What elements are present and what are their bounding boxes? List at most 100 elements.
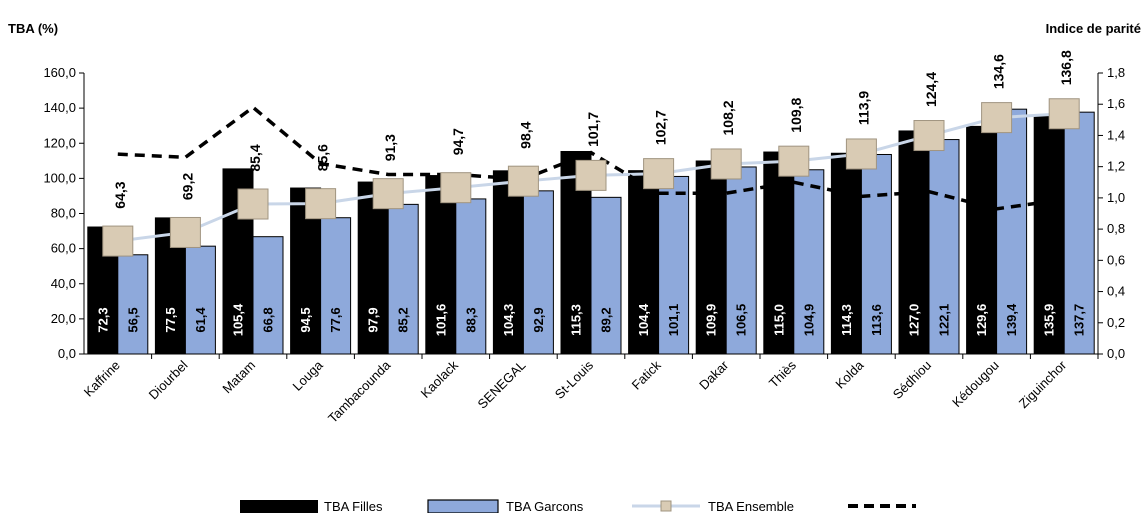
marker-ensemble bbox=[507, 165, 539, 197]
marker-ensemble bbox=[440, 172, 472, 204]
data-label-garcons: 77,6 bbox=[328, 307, 343, 332]
data-label-filles: 129,6 bbox=[974, 304, 989, 337]
y2-tick-label: 1,0 bbox=[1107, 190, 1125, 205]
y-tick-label: 160,0 bbox=[43, 65, 76, 80]
legend-swatch-filles bbox=[240, 500, 318, 513]
data-label-garcons: 56,5 bbox=[125, 307, 140, 332]
data-label-ensemble: 113,9 bbox=[855, 91, 871, 125]
bar-garcons bbox=[387, 203, 419, 355]
y2-tick-label: 1,4 bbox=[1107, 127, 1125, 142]
data-label-garcons: 88,3 bbox=[463, 307, 478, 332]
data-label-filles: 94,5 bbox=[298, 307, 313, 332]
y-tick-label: 140,0 bbox=[43, 100, 76, 115]
bar-filles bbox=[492, 170, 524, 355]
category-label: Kédougou bbox=[949, 358, 1002, 411]
category-label: Thiès bbox=[766, 357, 799, 390]
bar-garcons bbox=[590, 196, 622, 355]
bar-garcons bbox=[117, 254, 149, 355]
data-label-ensemble: 94,7 bbox=[450, 128, 466, 155]
marker-ensemble bbox=[710, 148, 742, 180]
y2-tick-label: 1,6 bbox=[1107, 96, 1125, 111]
data-label-ensemble: 69,2 bbox=[179, 173, 195, 200]
data-label-ensemble: 91,3 bbox=[382, 134, 398, 161]
marker-ensemble bbox=[575, 159, 607, 191]
line-parity-index bbox=[117, 105, 1065, 211]
marker-ensemble bbox=[845, 138, 877, 170]
marker-ensemble bbox=[372, 178, 404, 210]
bar-garcons bbox=[996, 108, 1028, 355]
data-label-garcons: 137,7 bbox=[1072, 304, 1087, 337]
data-label-garcons: 61,4 bbox=[193, 307, 208, 333]
bar-filles bbox=[425, 175, 457, 355]
category-label: Matam bbox=[219, 358, 258, 397]
bar-garcons bbox=[928, 139, 960, 355]
y-tick-label: 80,0 bbox=[51, 206, 76, 221]
bar-filles bbox=[830, 152, 862, 355]
marker-ensemble bbox=[169, 216, 201, 248]
data-label-ensemble: 136,8 bbox=[1058, 50, 1074, 85]
bar-garcons bbox=[320, 217, 352, 355]
marker-ensemble bbox=[305, 188, 337, 220]
data-label-ensemble: 102,7 bbox=[653, 110, 669, 145]
category-label: Sédhiou bbox=[890, 358, 934, 402]
data-label-ensemble: 85,4 bbox=[247, 144, 263, 171]
plot-area: 0,0 20,0 40,0 60,0 80,0 100,0 120,0 140,0 160,0 0… bbox=[43, 50, 1125, 426]
marker-ensemble bbox=[778, 145, 810, 177]
data-label-ensemble: 134,6 bbox=[991, 54, 1007, 89]
data-label-filles: 109,9 bbox=[704, 304, 719, 337]
bar-garcons bbox=[793, 169, 825, 355]
data-label-garcons: 66,8 bbox=[261, 307, 276, 332]
data-label-garcons: 139,4 bbox=[1004, 303, 1019, 336]
legend: TBA Filles TBA Garcons TBA Ensemble bbox=[240, 499, 916, 513]
category-label: Fatick bbox=[629, 357, 664, 392]
bar-garcons bbox=[1063, 111, 1095, 355]
category-label: St-Louis bbox=[552, 357, 597, 402]
category-label: Kaffrine bbox=[81, 358, 123, 400]
bar-garcons bbox=[252, 236, 284, 355]
bar-filles bbox=[966, 125, 998, 355]
data-label-ensemble: 101,7 bbox=[585, 112, 601, 147]
y2-axis-title: Indice de parité bbox=[1046, 21, 1141, 36]
bar-filles bbox=[628, 170, 660, 355]
data-label-ensemble: 64,3 bbox=[112, 181, 128, 208]
data-label-filles: 77,5 bbox=[163, 307, 178, 332]
category-label: Louga bbox=[290, 357, 327, 394]
y2-tick-label: 0,6 bbox=[1107, 252, 1125, 267]
data-label-filles: 105,4 bbox=[231, 303, 246, 336]
category-label: Ziguinchor bbox=[1016, 357, 1070, 411]
data-label-filles: 72,3 bbox=[95, 307, 110, 332]
category-label: Kolda bbox=[832, 357, 867, 392]
data-label-garcons: 106,5 bbox=[734, 304, 749, 337]
y2-tick-label: 1,2 bbox=[1107, 159, 1125, 174]
data-label-filles: 135,9 bbox=[1042, 304, 1057, 337]
y2-tick-label: 0,4 bbox=[1107, 284, 1125, 299]
legend-marker-ensemble bbox=[660, 500, 672, 512]
data-label-ensemble: 108,2 bbox=[720, 100, 736, 135]
y2-tick-label: 0,0 bbox=[1107, 346, 1125, 361]
bar-garcons bbox=[184, 245, 216, 355]
y2-tick-label: 1,8 bbox=[1107, 65, 1125, 80]
bar-garcons bbox=[658, 175, 690, 355]
legend-label-filles: TBA Filles bbox=[324, 499, 383, 513]
y-tick-label: 40,0 bbox=[51, 276, 76, 291]
data-label-ensemble: 124,4 bbox=[923, 72, 939, 107]
category-label: Diourbel bbox=[146, 357, 191, 402]
bar-garcons bbox=[522, 190, 554, 355]
y-tick-label: 0,0 bbox=[58, 346, 76, 361]
legend-label-ensemble: TBA Ensemble bbox=[708, 499, 794, 513]
category-label: Tambacounda bbox=[325, 357, 394, 426]
data-label-filles: 115,3 bbox=[569, 304, 584, 336]
y-tick-label: 120,0 bbox=[43, 135, 76, 150]
data-label-filles: 97,9 bbox=[366, 307, 381, 332]
data-label-garcons: 92,9 bbox=[531, 307, 546, 332]
y2-tick-label: 0,8 bbox=[1107, 221, 1125, 236]
data-label-garcons: 89,2 bbox=[599, 307, 614, 332]
bar-filles bbox=[898, 130, 930, 355]
bar-garcons bbox=[455, 198, 487, 355]
data-label-garcons: 101,1 bbox=[666, 304, 681, 337]
data-label-filles: 127,0 bbox=[907, 304, 922, 337]
data-label-filles: 114,3 bbox=[839, 304, 854, 336]
bar-filles bbox=[1033, 114, 1065, 355]
y2-tick-label: 0,2 bbox=[1107, 315, 1125, 330]
